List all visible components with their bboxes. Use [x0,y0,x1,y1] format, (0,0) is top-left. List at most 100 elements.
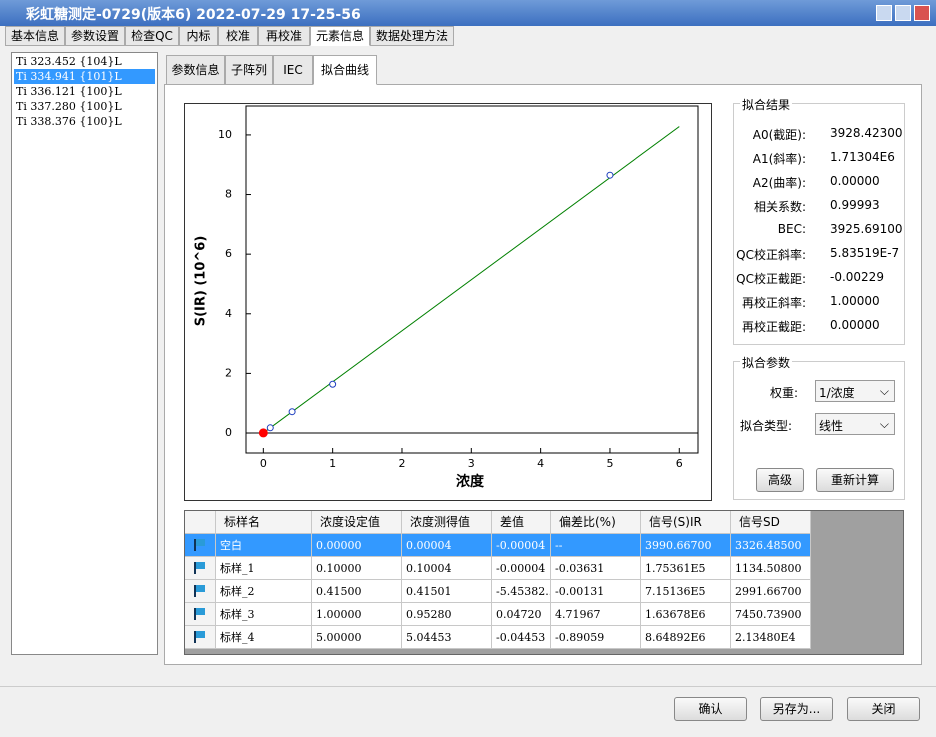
cell[interactable]: 5.00000 [312,626,402,649]
point [329,380,337,388]
cell[interactable]: 1.75361E5 [641,557,731,580]
header-cell: 浓度设定值 [312,511,402,534]
cell[interactable]: 0.00000 [312,534,402,557]
fit-result-group: 拟合结果 A0(截距): 3928.42300 A1(斜率): 1.71304E6 A2… [733,96,905,345]
subtab[interactable]: 拟合曲线 [313,55,377,85]
result-label: QC校正截距: [736,272,806,286]
cell[interactable]: -0.04453 [492,626,551,649]
cell[interactable]: 5.04453 [402,626,492,649]
x-tick-label: 3 [468,457,475,470]
tab[interactable]: 参数设置 [65,26,125,46]
cell[interactable]: 8.64892E6 [641,626,731,649]
cell[interactable]: 0.00004 [402,534,492,557]
x-tick-label: 0 [260,457,267,470]
fit-line [263,126,680,434]
cell[interactable]: 3326.48500 [731,534,811,557]
y-tick-label: 10 [218,128,232,141]
separator [0,686,936,687]
subtab[interactable]: IEC [273,55,313,85]
cell[interactable]: 标样_2 [216,580,312,603]
header-cell [185,511,216,534]
cell[interactable]: -- [551,534,641,557]
cell[interactable]: 4.71967 [551,603,641,626]
tab[interactable]: 校准 [218,26,258,46]
cell[interactable]: 1.63678E6 [641,603,731,626]
x-tick-label: 5 [606,457,613,470]
result-value: 1.71304E6 [830,150,895,164]
chart: 0 1 2 3 4 5 6 0 2 4 6 8 10 浓度 S(IR) (10^6) [184,103,712,501]
subtab[interactable]: 参数信息 [166,55,225,85]
line-item[interactable]: Ti 323.452 {104}L [16,55,122,68]
line-item[interactable]: Ti 334.941 {101}L [14,69,155,84]
tab[interactable]: 元素信息 [310,26,370,46]
flag-icon [194,585,205,597]
flag-icon [194,562,205,574]
fit-param-group: 拟合参数 权重: 1/浓度 ⌵ 拟合类型: 线性 ⌵ 高级 重新计算 [733,354,905,500]
button[interactable]: 关闭 [847,697,920,721]
cell[interactable]: 1.00000 [312,603,402,626]
button[interactable]: 另存为... [760,697,833,721]
tab[interactable]: 基本信息 [5,26,65,46]
tab[interactable]: 再校准 [258,26,310,46]
cell[interactable]: 标样_3 [216,603,312,626]
close[interactable] [914,5,930,21]
cell[interactable]: 7.15136E5 [641,580,731,603]
row-icon [185,557,216,580]
cell[interactable]: 2.13480E4 [731,626,811,649]
advanced-button[interactable]: 高级 [756,468,804,492]
line-item[interactable]: Ti 336.121 {100}L [16,85,122,98]
result-label: A2(曲率): [752,176,806,190]
cell[interactable]: 标样_1 [216,557,312,580]
result-value: 3928.42300 [830,126,903,140]
header-cell: 偏差比(%) [551,511,641,534]
x-tick-label: 2 [398,457,405,470]
cell[interactable]: 0.10000 [312,557,402,580]
value: 1/浓度 [819,386,855,400]
flag-icon [194,608,205,620]
cell[interactable]: 1134.50800 [731,557,811,580]
cell[interactable]: 7450.73900 [731,603,811,626]
cell[interactable]: -0.00004 [492,557,551,580]
cell[interactable]: 2991.66700 [731,580,811,603]
cell[interactable]: 3990.66700 [641,534,731,557]
group-title: 拟合参数 [740,354,793,371]
tab[interactable]: 内标 [179,26,218,46]
cell[interactable]: -0.03631 [551,557,641,580]
cell[interactable]: -0.00131 [551,580,641,603]
result-label: QC校正斜率: [736,248,806,262]
tab[interactable]: 检查QC [125,26,179,46]
result-value: 0.99993 [830,198,880,212]
cell[interactable]: 0.10004 [402,557,492,580]
cell[interactable]: 0.95280 [402,603,492,626]
plot-area [245,105,699,454]
type-select[interactable]: 线性 ⌵ [815,413,895,435]
cell[interactable]: 标样_4 [216,626,312,649]
result-label: 再校正截距: [741,320,806,334]
maximize[interactable] [895,5,911,21]
cell[interactable]: -0.89059 [551,626,641,649]
x-tick-label: 6 [676,457,683,470]
cell[interactable]: 空白 [216,534,312,557]
label: 拟合类型: [740,419,793,433]
subtab[interactable]: 子阵列 [225,55,273,85]
result-value: 1.00000 [830,294,880,308]
recalc-button[interactable]: 重新计算 [816,468,894,492]
cell[interactable]: 0.04720 [492,603,551,626]
line-item[interactable]: Ti 337.280 {100}L [16,100,122,113]
minimize[interactable] [876,5,892,21]
header-cell: 信号(S)IR [641,511,731,534]
cell[interactable]: -5.45382... [492,580,551,603]
weight-select[interactable]: 1/浓度 ⌵ [815,380,895,402]
result-label: A0(截距): [752,128,806,142]
line-item[interactable]: Ti 338.376 {100}L [16,115,122,128]
result-label: 相关系数: [753,200,806,214]
button[interactable]: 确认 [674,697,747,721]
y-tick-label: 0 [225,426,232,439]
x-axis-label: 浓度 [456,473,485,490]
cell[interactable]: 0.41500 [312,580,402,603]
cell[interactable]: -0.00004 [492,534,551,557]
cell[interactable]: 0.41501 [402,580,492,603]
tab[interactable]: 数据处理方法 [370,26,454,46]
point [258,428,268,438]
